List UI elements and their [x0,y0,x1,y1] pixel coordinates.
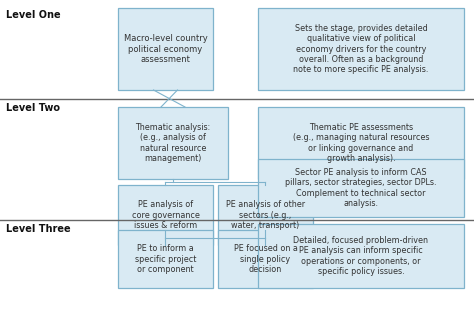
FancyBboxPatch shape [218,230,313,288]
FancyBboxPatch shape [258,107,464,179]
FancyBboxPatch shape [258,8,464,90]
Text: PE analysis of other
sectors (e.g.,
water, transport): PE analysis of other sectors (e.g., wate… [226,200,305,230]
FancyBboxPatch shape [218,185,313,245]
Text: Sets the stage, provides detailed
qualitative view of political
economy drivers : Sets the stage, provides detailed qualit… [293,24,428,74]
Text: Thematic analysis:
(e.g., analysis of
natural resource
management): Thematic analysis: (e.g., analysis of na… [136,123,210,163]
Text: Level One: Level One [6,10,61,20]
Text: Thematic PE assessments
(e.g., managing natural resources
or linking governance : Thematic PE assessments (e.g., managing … [293,123,429,163]
FancyBboxPatch shape [118,185,213,245]
Text: Detailed, focused problem-driven
PE analysis can inform specific
operations or c: Detailed, focused problem-driven PE anal… [293,236,428,276]
Text: PE to inform a
specific project
or component: PE to inform a specific project or compo… [135,244,196,274]
FancyBboxPatch shape [118,107,228,179]
FancyBboxPatch shape [118,8,213,90]
Text: PE analysis of
core governance
issues & reform: PE analysis of core governance issues & … [132,200,200,230]
Text: Level Two: Level Two [6,103,60,113]
FancyBboxPatch shape [258,224,464,288]
Text: Level Three: Level Three [6,224,71,234]
Text: Macro-level country
political economy
assessment: Macro-level country political economy as… [124,34,207,64]
FancyBboxPatch shape [258,159,464,217]
FancyBboxPatch shape [118,230,213,288]
Text: PE focused on a
single policy
decision: PE focused on a single policy decision [234,244,298,274]
Text: Sector PE analysis to inform CAS
pillars, sector strategies, sector DPLs.
Comple: Sector PE analysis to inform CAS pillars… [285,168,437,208]
